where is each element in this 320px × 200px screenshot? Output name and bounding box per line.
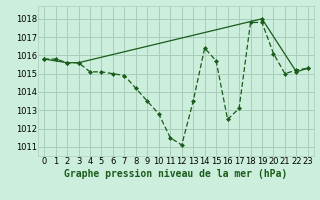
- X-axis label: Graphe pression niveau de la mer (hPa): Graphe pression niveau de la mer (hPa): [64, 169, 288, 179]
